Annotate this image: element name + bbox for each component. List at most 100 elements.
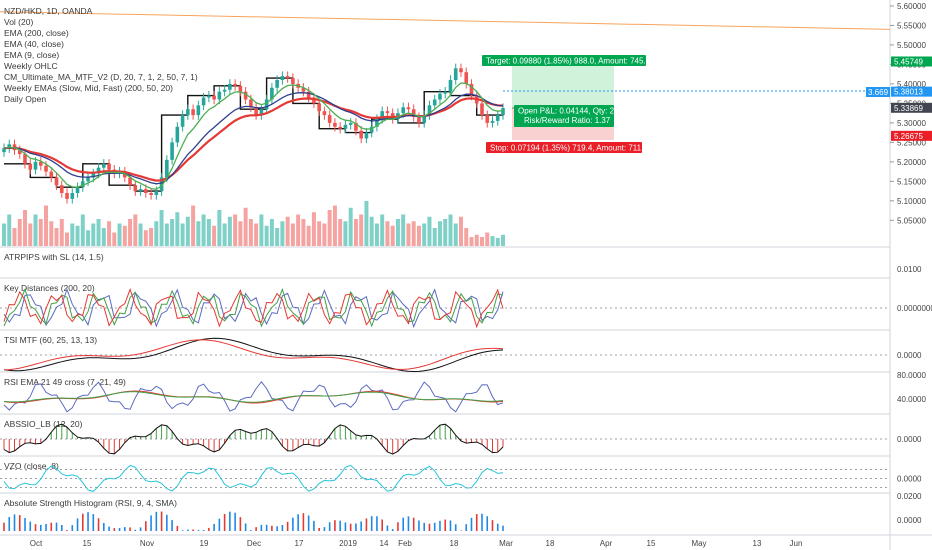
volume-bar (65, 232, 70, 246)
candle-body (348, 122, 353, 125)
candle-body (343, 124, 348, 129)
volume-bar (280, 221, 285, 246)
candle-body (212, 95, 216, 100)
candle-body (75, 187, 80, 194)
candle-body (411, 109, 416, 118)
time-tick-label: Nov (140, 539, 154, 548)
volume-bars (2, 201, 505, 246)
volume-bar (474, 234, 479, 246)
volume-bar (2, 223, 6, 246)
volume-bar (317, 221, 322, 246)
candle-body (54, 177, 59, 186)
volume-bar (422, 223, 427, 246)
candle-body (128, 177, 132, 186)
time-tick-label: Dec (247, 539, 261, 548)
candle-body (102, 163, 106, 168)
price-tick-label: 5.55000 (897, 21, 926, 30)
candle-body (427, 105, 432, 116)
candle-body (70, 193, 75, 199)
volume-bar (259, 214, 264, 246)
candle-body (7, 144, 12, 149)
candle-body (123, 171, 127, 178)
volume-bar (275, 228, 280, 246)
volume-bar (369, 216, 374, 246)
legend-item-daily-open: Daily Open (4, 94, 46, 104)
tsi-signal-line (3, 339, 504, 371)
tsi-line (3, 337, 504, 373)
volume-bar (33, 214, 38, 246)
volume-bar (238, 221, 243, 246)
volume-bar (380, 214, 385, 246)
volume-bar (290, 223, 295, 246)
time-tick-label: 19 (200, 539, 209, 548)
volume-bar (453, 223, 458, 246)
volume-bar (17, 219, 22, 246)
panel-value-label: 0.00000000 (897, 304, 932, 313)
time-tick-label: 2019 (339, 539, 357, 548)
candle-body (91, 173, 96, 178)
candle-body (80, 181, 85, 188)
legend-item-ema200: EMA (200, close) (4, 28, 69, 38)
volume-bar (306, 225, 311, 246)
price-tag: 5.33869 (894, 104, 923, 113)
candle-body (17, 150, 22, 155)
time-tick-label: 18 (546, 539, 555, 548)
candle-body (201, 97, 206, 106)
price-tick-label: 5.05000 (897, 216, 926, 225)
volume-bar (7, 214, 12, 246)
candle-body (165, 159, 169, 178)
volume-bar (70, 223, 75, 246)
candle-body (422, 115, 427, 123)
price-tick-label: 5.15000 (897, 177, 926, 186)
rsi-line (3, 380, 504, 413)
volume-bar (490, 236, 495, 246)
candle-body (254, 107, 258, 116)
vzo-line (3, 464, 504, 492)
volume-bar (164, 223, 169, 246)
candle-body (44, 165, 48, 172)
candle-body (385, 111, 390, 114)
candle-body (375, 118, 379, 127)
volume-bar (122, 225, 127, 246)
candle-body (175, 126, 180, 143)
volume-bar (128, 219, 133, 246)
candle-body (354, 122, 358, 131)
time-tick-label: Apr (600, 539, 613, 548)
volume-bar (185, 216, 190, 246)
panel-title: Absolute Strength Histogram (RSI, 9, 4, … (4, 498, 177, 508)
candle-body (159, 177, 164, 192)
candle-body (49, 171, 54, 178)
candle-body (96, 167, 101, 174)
candle-body (149, 193, 153, 195)
price-tag-bg (891, 86, 932, 97)
volume-bar (101, 228, 106, 246)
candle-body (222, 89, 227, 92)
pnl-badge: Open P&L: 0.04144, Qty: 201 (518, 107, 624, 116)
volume-bar (180, 223, 185, 246)
price-tick-label: 5.40000 (897, 80, 926, 89)
volume-bar (117, 223, 122, 246)
volume-bar (269, 219, 274, 246)
volume-bar (338, 219, 343, 246)
candle-body (406, 107, 411, 110)
indicator-panels: ATRPIPS with SL (14, 1.5) 0.0100 Key Dista… (0, 252, 932, 531)
candle-body (180, 115, 185, 127)
candle-body (359, 130, 363, 139)
time-tick-label: 13 (753, 539, 762, 548)
target-badge: Target: 0.09880 (1.85%) 988.0, Amount: 7… (486, 57, 655, 66)
candle-body (453, 68, 458, 80)
panel-value-label: 0.0100 (897, 265, 922, 274)
candle-body (259, 109, 264, 116)
volume-bar (464, 228, 469, 246)
candle-body (317, 103, 321, 112)
volume-bar (395, 219, 400, 246)
volume-bar (138, 223, 143, 246)
panel-title: ABSSIO_LB (12, 20) (4, 419, 83, 429)
candle-body (333, 122, 337, 127)
volume-bar (327, 210, 332, 246)
candle-body (2, 148, 6, 153)
price-axis: 5.600005.550005.500005.450005.400005.350… (890, 2, 926, 225)
candle-body (495, 115, 500, 121)
candle-body (217, 91, 222, 100)
legend-item-weekly-ohlc: Weekly OHLC (4, 61, 58, 71)
